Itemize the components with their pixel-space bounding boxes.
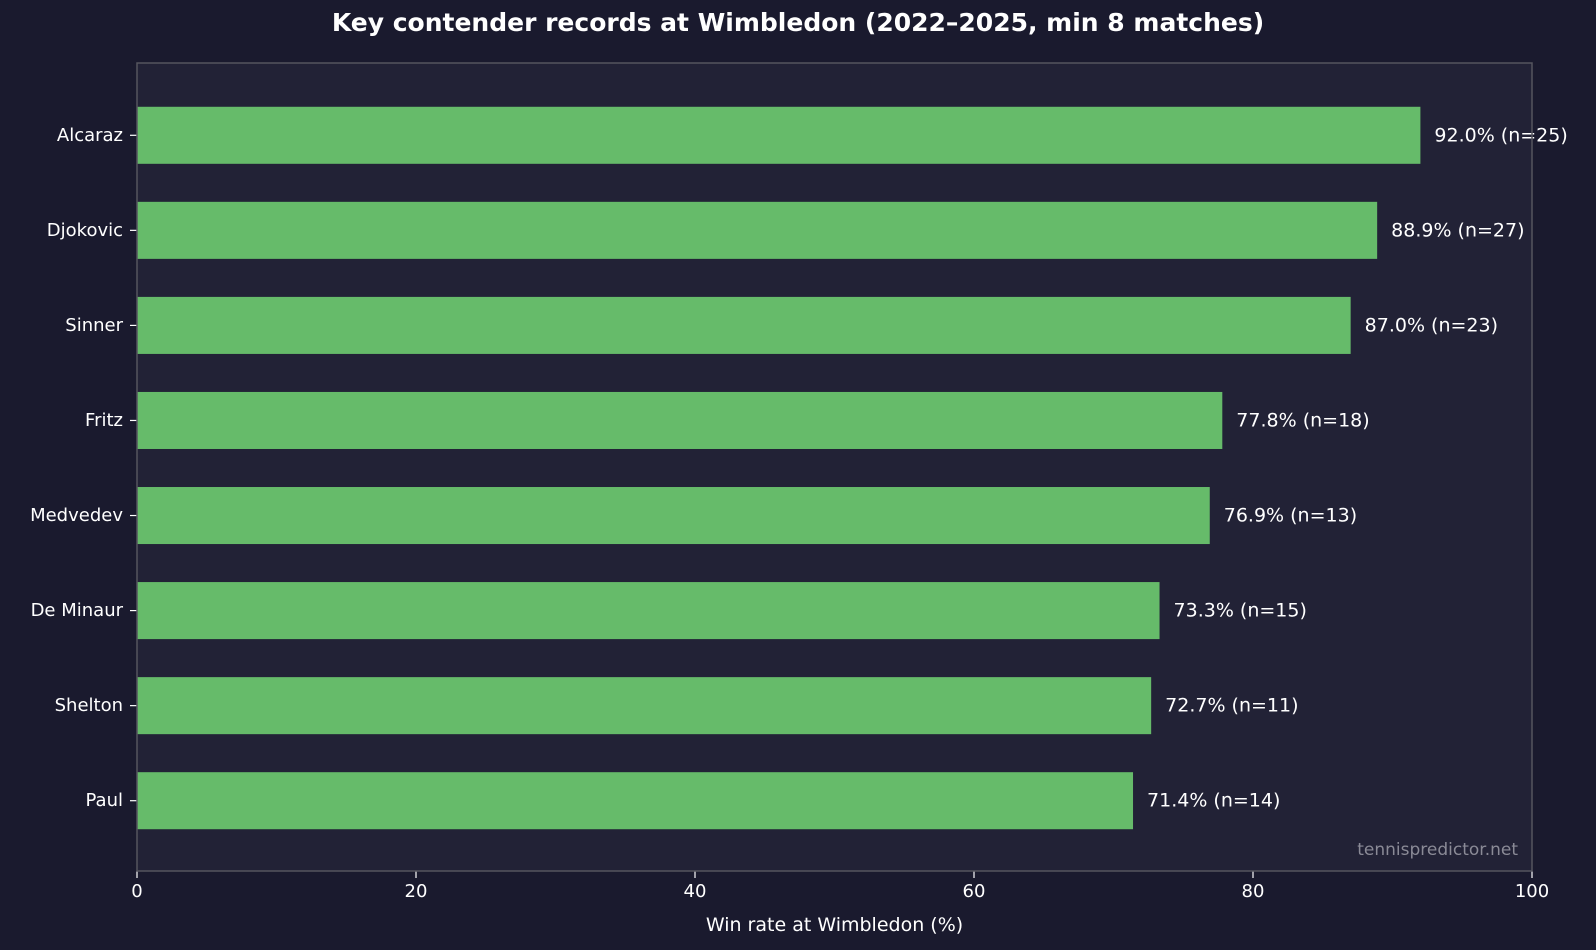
value-label-2: 87.0% (n=23) [1365, 314, 1498, 336]
x-tick-label-4: 80 [1242, 881, 1265, 902]
bars-layer: 92.0% (n=25) 88.9% (n=27) 87.0% (n=23) 77.8… [137, 106, 1568, 830]
watermark-text: tennispredictor.net [1357, 840, 1518, 860]
x-tick-label-2: 40 [684, 881, 707, 902]
bar-0 [137, 106, 1421, 164]
x-axis-ticks: 0 20 40 60 80 100 [131, 871, 1549, 902]
bar-2 [137, 296, 1351, 354]
value-label-3: 77.8% (n=18) [1236, 409, 1369, 431]
bar-6 [137, 677, 1152, 735]
chart-title: Key contender records at Wimbledon (2022… [331, 8, 1265, 37]
bar-7 [137, 772, 1134, 830]
x-tick-label-1: 20 [405, 881, 428, 902]
bar-4 [137, 487, 1210, 545]
y-tick-label-3: Fritz [85, 410, 123, 431]
x-axis-label: Win rate at Wimbledon (%) [706, 914, 963, 936]
value-label-4: 76.9% (n=13) [1224, 505, 1357, 527]
y-axis-ticks: Alcaraz Djokovic Sinner Fritz Medvedev De Min… [30, 125, 137, 811]
plot-area [137, 63, 1532, 871]
y-tick-label-1: Djokovic [47, 220, 123, 241]
y-tick-label-0: Alcaraz [57, 125, 123, 146]
y-tick-label-7: Paul [86, 790, 124, 811]
y-tick-label-5: De Minaur [31, 600, 124, 621]
value-label-6: 72.7% (n=11) [1165, 695, 1298, 717]
value-label-1: 88.9% (n=27) [1391, 219, 1524, 241]
bar-1 [137, 201, 1378, 259]
value-label-7: 71.4% (n=14) [1147, 790, 1280, 812]
bar-3 [137, 391, 1223, 449]
x-tick-label-5: 100 [1515, 881, 1549, 902]
plot-frame [136, 62, 1533, 872]
y-tick-label-6: Shelton [55, 695, 123, 716]
y-tick-label-4: Medvedev [30, 505, 123, 526]
value-label-5: 73.3% (n=15) [1174, 600, 1307, 622]
x-tick-label-3: 60 [963, 881, 986, 902]
value-label-0: 92.0% (n=25) [1434, 124, 1567, 146]
bar-5 [137, 582, 1160, 640]
y-tick-label-2: Sinner [65, 315, 123, 336]
x-tick-label-0: 0 [131, 881, 142, 902]
